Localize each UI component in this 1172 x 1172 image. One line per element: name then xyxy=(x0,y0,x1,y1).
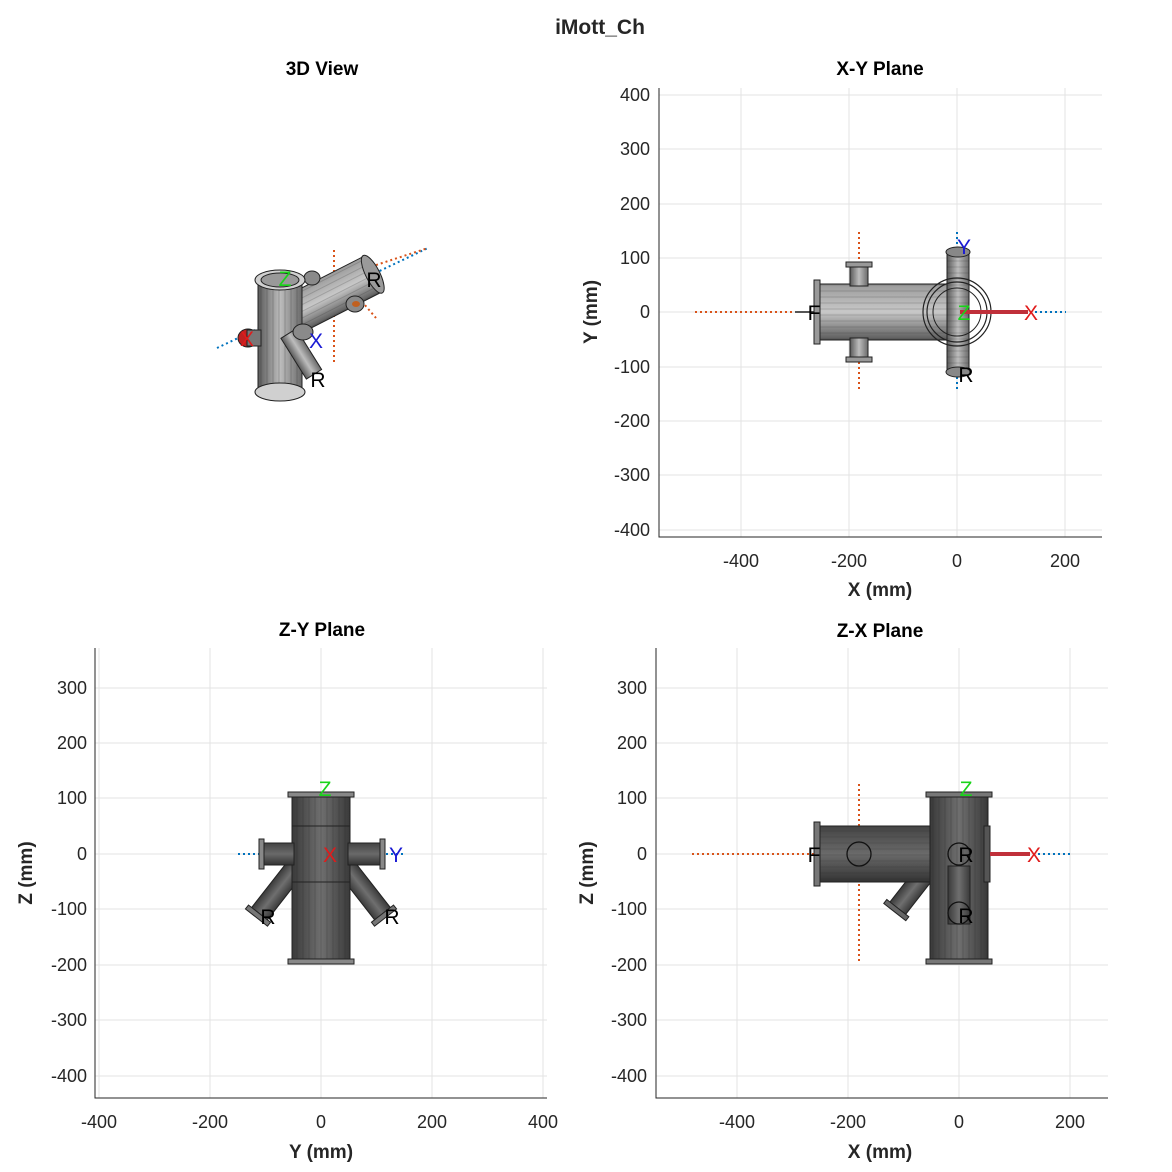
tick-label: 0 xyxy=(316,1112,326,1132)
tick-label: -200 xyxy=(614,411,650,431)
tick-label: -400 xyxy=(614,520,650,540)
tick-label: 300 xyxy=(620,139,650,159)
port-label: R xyxy=(958,844,973,867)
y-axis-title: Y (mm) xyxy=(581,280,602,344)
y-ticks: 300 200 100 0 -100 -200 -300 -400 xyxy=(611,678,647,1086)
y-axis-label: X xyxy=(309,330,323,353)
tick-label: -400 xyxy=(723,551,759,571)
tick-label: 0 xyxy=(952,551,962,571)
y-axis-title: Z (mm) xyxy=(16,841,37,904)
tick-label: 100 xyxy=(57,788,87,808)
chamber-xy-projection: X Z Y R F xyxy=(695,232,1066,392)
tick-label: -200 xyxy=(611,955,647,975)
tick-label: -400 xyxy=(611,1066,647,1086)
panel-xy-plane: X-Y Plane -400 -200 0 200 400 300 200 10… xyxy=(581,59,1102,601)
panel-zy-title: Z-Y Plane xyxy=(279,620,365,641)
tick-label: 200 xyxy=(620,194,650,214)
x-axis-title: Y (mm) xyxy=(289,1142,353,1163)
z-axis-label: Z xyxy=(958,302,971,325)
panel-zx-plane: Z-X Plane -400 -200 0 200 300 200 100 0 … xyxy=(577,621,1108,1163)
axes-frame xyxy=(658,88,1102,538)
y-ticks: 400 300 200 100 0 -100 -200 -300 -400 xyxy=(614,85,650,540)
chamber-zx-projection: X Z R R F xyxy=(692,778,1070,965)
x-axis-label: X xyxy=(323,844,337,867)
z-axis-label: Z xyxy=(319,778,332,801)
port-label: R xyxy=(958,905,973,928)
z-axis-label: Z xyxy=(279,268,292,291)
y-ticks: 300 200 100 0 -100 -200 -300 -400 xyxy=(51,678,87,1086)
tick-label: -200 xyxy=(830,1112,866,1132)
chamber-zy-projection: X Z Y R R xyxy=(238,778,404,965)
tick-label: -400 xyxy=(81,1112,117,1132)
y-axis-label: Y xyxy=(957,236,971,259)
tick-label: 200 xyxy=(1055,1112,1085,1132)
x-axis-label: X xyxy=(1027,844,1041,867)
tick-label: 200 xyxy=(57,733,87,753)
tick-label: -100 xyxy=(614,357,650,377)
y-axis-label: Y xyxy=(389,844,403,867)
chamber-3d-model: Z X X R R xyxy=(216,247,429,402)
tick-label: 100 xyxy=(620,248,650,268)
tick-label: -200 xyxy=(831,551,867,571)
tick-label: -300 xyxy=(614,465,650,485)
port-label: F xyxy=(808,844,821,867)
z-axis-label: Z xyxy=(960,778,973,801)
port-label: F xyxy=(808,302,821,325)
tick-label: 200 xyxy=(1050,551,1080,571)
tick-label: -300 xyxy=(611,1010,647,1030)
figure-title: iMott_Ch xyxy=(555,16,645,39)
tick-label: -200 xyxy=(51,955,87,975)
axes-frame xyxy=(655,648,1108,1099)
tick-label: 0 xyxy=(954,1112,964,1132)
tick-label: 300 xyxy=(57,678,87,698)
port-label: R xyxy=(384,906,399,929)
tick-label: -200 xyxy=(192,1112,228,1132)
tick-label: 400 xyxy=(528,1112,558,1132)
tick-label: -100 xyxy=(611,899,647,919)
tick-label: 0 xyxy=(637,844,647,864)
tick-label: 0 xyxy=(640,302,650,322)
port-label: R xyxy=(958,364,973,387)
x-axis-label: X xyxy=(240,328,254,351)
x-axis-title: X (mm) xyxy=(848,580,912,601)
panel-3d-view: 3D View xyxy=(216,59,429,402)
tick-label: -400 xyxy=(719,1112,755,1132)
tick-label: 200 xyxy=(617,733,647,753)
x-ticks: -400 -200 0 200 xyxy=(719,1112,1085,1132)
panel-zy-plane: Z-Y Plane -400 -200 0 200 400 300 200 10… xyxy=(16,620,558,1163)
port-label: R xyxy=(260,906,275,929)
tick-label: -300 xyxy=(51,1010,87,1030)
axes-frame xyxy=(94,648,547,1099)
x-ticks: -400 -200 0 200 400 xyxy=(81,1112,558,1132)
panel-3d-title: 3D View xyxy=(286,59,359,80)
y-axis-title: Z (mm) xyxy=(577,841,598,904)
gridlines xyxy=(659,88,1102,537)
tick-label: -400 xyxy=(51,1066,87,1086)
panel-zx-title: Z-X Plane xyxy=(837,621,924,642)
panel-xy-title: X-Y Plane xyxy=(836,59,923,80)
port-label: R xyxy=(366,269,381,292)
tick-label: -100 xyxy=(51,899,87,919)
tick-label: 300 xyxy=(617,678,647,698)
port-label: R xyxy=(310,369,325,392)
x-ticks: -400 -200 0 200 xyxy=(723,551,1080,571)
tick-label: 0 xyxy=(77,844,87,864)
tick-label: 400 xyxy=(620,85,650,105)
x-axis-label: X xyxy=(1024,302,1038,325)
tick-label: 100 xyxy=(617,788,647,808)
tick-label: 200 xyxy=(417,1112,447,1132)
gridlines xyxy=(656,648,1108,1098)
x-axis-title: X (mm) xyxy=(848,1142,912,1163)
